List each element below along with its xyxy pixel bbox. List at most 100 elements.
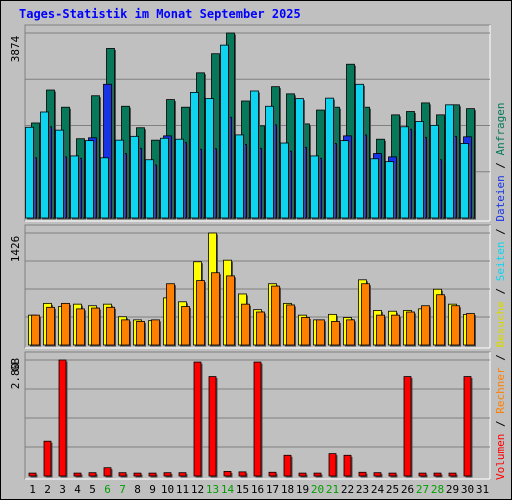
bar-rechner-day-28 (436, 294, 445, 346)
day-label-3: 3 (59, 483, 66, 496)
bar-rechner-day-7 (121, 319, 130, 346)
bar-seiten-day-23 (355, 83, 364, 219)
legend-item-anfragen: Anfragen (494, 102, 507, 155)
bar-rechner-day-21 (331, 321, 340, 346)
bar-seiten-day-1 (25, 126, 34, 219)
bar-rechner-day-29 (451, 305, 460, 346)
bar-volumen-day-28 (433, 472, 442, 477)
bar-volumen-day-22 (343, 454, 352, 477)
bar-seiten-day-25 (385, 161, 394, 219)
bar-volumen-day-4 (73, 472, 82, 477)
bar-rechner-day-13 (211, 272, 220, 346)
bar-seiten-day-17 (265, 105, 274, 219)
bar-rechner-day-22 (346, 319, 355, 346)
day-label-8: 8 (134, 483, 141, 496)
bar-rechner-day-3 (61, 302, 70, 346)
legend-separator: / (494, 348, 507, 368)
panel-unit-label: GB (9, 358, 22, 372)
day-label-13: 13 (206, 483, 219, 496)
day-label-19: 19 (296, 483, 309, 496)
bar-volumen-day-25 (388, 472, 397, 477)
bar-rechner-day-11 (181, 306, 190, 346)
day-label-20: 20 (311, 483, 324, 496)
bar-seiten-day-21 (325, 97, 334, 219)
day-label-24: 24 (371, 483, 385, 496)
bar-rechner-day-15 (241, 303, 250, 346)
legend-text: Volumen / Rechner / Besuche / Seiten / D… (494, 102, 507, 480)
day-label-28: 28 (431, 483, 444, 496)
day-label-11: 11 (176, 483, 189, 496)
chart-title: Tages-Statistik im Monat September 2025 (19, 7, 301, 21)
bar-rechner-day-30 (466, 313, 475, 346)
bar-seiten-day-6 (100, 157, 109, 219)
day-label-18: 18 (281, 483, 294, 496)
bar-seiten-day-22 (340, 140, 349, 219)
bar-seiten-day-10 (160, 137, 169, 219)
bar-volumen-day-3 (58, 359, 67, 477)
bar-volumen-day-12 (193, 361, 202, 477)
bar-volumen-day-20 (313, 472, 322, 477)
panel-max-label: 1426 (9, 236, 22, 263)
bar-rechner-day-17 (271, 285, 280, 346)
day-label-14: 14 (221, 483, 235, 496)
bar-rechner-day-18 (286, 304, 295, 346)
legend-item-dateien: Dateien (494, 175, 507, 221)
bar-volumen-day-17 (268, 471, 277, 477)
bar-volumen-day-29 (448, 472, 457, 477)
bar-seiten-day-3 (55, 129, 64, 219)
bar-seiten-day-8 (130, 135, 139, 219)
bar-rechner-day-10 (166, 283, 175, 346)
day-label-12: 12 (191, 483, 204, 496)
bar-volumen-day-23 (358, 471, 367, 477)
bar-rechner-day-1 (31, 314, 40, 346)
panel-hits: 3874 (9, 24, 491, 222)
bar-rechner-day-12 (196, 280, 205, 346)
bar-volumen-day-24 (373, 472, 382, 477)
bar-volumen-day-6 (103, 467, 112, 477)
bar-rechner-day-2 (46, 306, 55, 346)
panel-max-label: 2.80 (9, 363, 22, 390)
legend-item-volumen: Volumen (494, 434, 507, 480)
day-label-29: 29 (446, 483, 459, 496)
series-seiten (25, 44, 470, 220)
bar-seiten-day-13 (205, 98, 214, 219)
bar-seiten-day-2 (40, 111, 49, 219)
series-rechner (31, 272, 476, 347)
bar-seiten-day-24 (370, 158, 379, 219)
legend-item-rechner: Rechner (494, 367, 507, 414)
bar-volumen-day-5 (88, 472, 97, 477)
day-label-22: 22 (341, 483, 354, 496)
bar-seiten-day-30 (460, 143, 469, 219)
legend-item-besuche: Besuche (494, 301, 507, 347)
day-label-15: 15 (236, 483, 249, 496)
bar-seiten-day-4 (70, 155, 79, 219)
day-label-26: 26 (401, 483, 414, 496)
bar-volumen-day-27 (418, 472, 427, 477)
bar-rechner-day-19 (301, 317, 310, 346)
bar-volumen-day-8 (133, 472, 142, 477)
bar-volumen-day-16 (253, 361, 262, 477)
legend-separator: / (494, 281, 507, 301)
bar-seiten-day-26 (400, 126, 409, 219)
day-label-7: 7 (119, 483, 126, 496)
day-label-5: 5 (89, 483, 96, 496)
bar-rechner-day-4 (76, 308, 85, 346)
bar-volumen-day-2 (43, 440, 52, 477)
bar-volumen-day-7 (118, 472, 127, 477)
legend-separator: / (494, 155, 507, 175)
bar-volumen-day-13 (208, 376, 217, 477)
day-label-2: 2 (44, 483, 51, 496)
bar-volumen-day-21 (328, 453, 337, 477)
bar-seiten-day-11 (175, 138, 184, 219)
legend-item-seiten: Seiten (494, 242, 507, 282)
chart-legend: Volumen / Rechner / Besuche / Seiten / D… (494, 102, 507, 480)
bar-rechner-day-14 (226, 275, 235, 346)
bar-seiten-day-5 (85, 140, 94, 219)
bar-rechner-day-9 (151, 319, 160, 346)
bar-volumen-day-14 (223, 471, 232, 477)
bar-seiten-day-20 (310, 155, 319, 219)
panel-max-label: 3874 (9, 35, 22, 62)
